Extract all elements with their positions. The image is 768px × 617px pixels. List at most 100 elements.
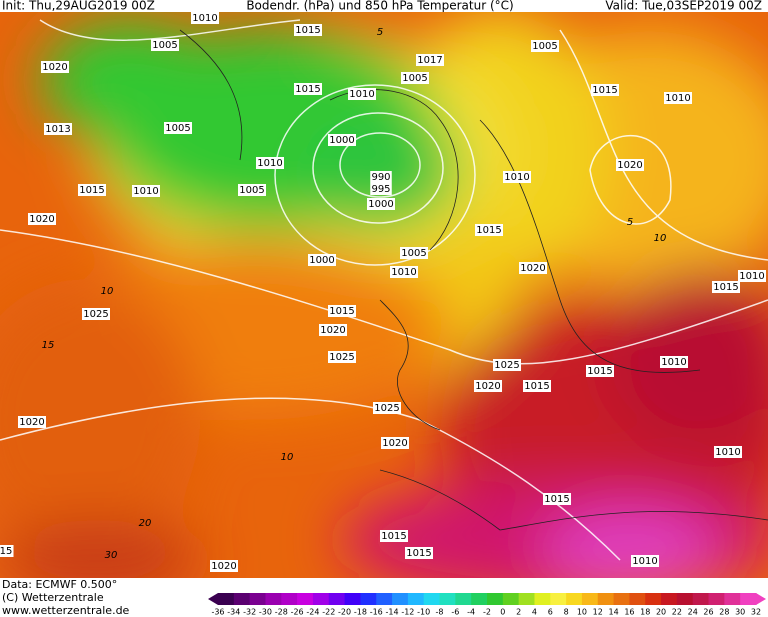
init-time: Init: Thu,29AUG2019 00Z bbox=[2, 0, 155, 13]
isobar-label-box bbox=[660, 356, 688, 368]
isobar-label: 1015 bbox=[587, 366, 612, 377]
isobar-label: 1015 bbox=[295, 84, 320, 95]
colorbar-tick-label: 26 bbox=[703, 608, 713, 617]
isobar-label-box bbox=[328, 305, 356, 317]
colorbar-tick-label: 20 bbox=[656, 608, 666, 617]
isobar-label-box bbox=[82, 308, 110, 320]
isobar-label-box bbox=[370, 171, 392, 183]
colorbar-bin bbox=[407, 593, 425, 605]
isobar-label: 1010 bbox=[715, 447, 740, 458]
colorbar-tick-label: -24 bbox=[306, 608, 319, 617]
isobar-label-box bbox=[714, 446, 742, 458]
colorbar-tick-label: -10 bbox=[417, 608, 430, 617]
isobar-label: 1015 bbox=[544, 494, 569, 505]
colorbar-tick-label: 4 bbox=[532, 608, 537, 617]
isobar-label-box bbox=[712, 281, 740, 293]
isobar-label-box bbox=[0, 545, 14, 557]
colorbar-tick-label: -6 bbox=[451, 608, 459, 617]
isobar-label-box bbox=[474, 380, 502, 392]
isobar-label-box bbox=[493, 359, 521, 371]
colorbar-bin bbox=[455, 593, 472, 605]
colorbar-tick-label: -20 bbox=[338, 608, 351, 617]
isobar-label: 1010 bbox=[133, 186, 158, 197]
isobar-label: 1020 bbox=[29, 214, 54, 225]
isobar-label: 1015 bbox=[524, 381, 549, 392]
isobar-label: 1010 bbox=[661, 357, 686, 368]
colorbar-bin bbox=[534, 593, 551, 605]
colorbar-tick-label: -26 bbox=[291, 608, 304, 617]
isotherm-label: 5 bbox=[627, 217, 633, 228]
isobar-label-box bbox=[475, 224, 503, 236]
isobar-label-box bbox=[308, 254, 336, 266]
colorbar-bin bbox=[487, 593, 504, 605]
colorbar-tick-label: -2 bbox=[483, 608, 491, 617]
colorbar-tick-label: -30 bbox=[259, 608, 272, 617]
colorbar-tick-label: 22 bbox=[672, 608, 682, 617]
colorbar-tick-label: 2 bbox=[516, 608, 521, 617]
isobar-label-box bbox=[191, 12, 219, 24]
colorbar-bin bbox=[550, 593, 567, 605]
isobar-label: 995 bbox=[371, 184, 390, 195]
colorbar-tick-label: 24 bbox=[688, 608, 698, 617]
colorbar-tick-label: -8 bbox=[436, 608, 444, 617]
isobar-label: 1005 bbox=[401, 248, 426, 259]
isobar-label-box bbox=[523, 380, 551, 392]
isobar-label: 1013 bbox=[45, 124, 70, 135]
colorbar-bin bbox=[218, 593, 235, 605]
colorbar-tick-label: 8 bbox=[564, 608, 569, 617]
colorbar-bin bbox=[645, 593, 662, 605]
isobar-label: 15 bbox=[0, 546, 12, 557]
isobar-label: 1020 bbox=[475, 381, 500, 392]
isobar-label-box bbox=[664, 92, 692, 104]
colorbar: -36 -34 -32 -30 -28 -26 -24 -22 -20 -18 -16 -14 -12-… bbox=[208, 593, 766, 617]
website: www.wetterzentrale.de bbox=[2, 604, 130, 617]
isotherm-label: 10 bbox=[654, 233, 667, 244]
isobar-label-box bbox=[256, 157, 284, 169]
isobar-label-box bbox=[348, 88, 376, 100]
colorbar-bin bbox=[297, 593, 314, 605]
map-title: Bodendr. (hPa) und 850 hPa Temperatur (°… bbox=[246, 0, 513, 13]
colorbar-tick-label: 30 bbox=[735, 608, 745, 617]
isobar-label-box bbox=[28, 213, 56, 225]
isobar-label: 1000 bbox=[368, 199, 393, 210]
isobar-label-box bbox=[543, 493, 571, 505]
isotherm-label: 15 bbox=[42, 340, 55, 351]
isotherm-label: 30 bbox=[105, 550, 118, 561]
isobar-label-box bbox=[738, 270, 766, 282]
isobar-label-box bbox=[294, 83, 322, 95]
isobar-label: 1010 bbox=[504, 172, 529, 183]
colorbar-bin bbox=[692, 593, 710, 605]
isobar-label-box bbox=[78, 184, 106, 196]
isobar-label: 1020 bbox=[617, 160, 642, 171]
colorbar-tick-label: -16 bbox=[370, 608, 383, 617]
colorbar-tick-label: 18 bbox=[640, 608, 650, 617]
colorbar-bin bbox=[265, 593, 282, 605]
isobar-label: 1020 bbox=[42, 62, 67, 73]
colorbar-bin bbox=[423, 593, 441, 605]
isobar-label-box bbox=[591, 84, 619, 96]
colorbar-bin bbox=[392, 593, 409, 605]
colorbar-tick-label: -28 bbox=[275, 608, 288, 617]
colorbar-right-arrow bbox=[756, 593, 766, 605]
isobar-label: 1000 bbox=[309, 255, 334, 266]
colorbar-tick-label: -32 bbox=[243, 608, 256, 617]
colorbar-tick-label: 12 bbox=[593, 608, 603, 617]
colorbar-bin bbox=[708, 593, 725, 605]
isobar-label-box bbox=[238, 184, 266, 196]
isobar-label-box bbox=[294, 24, 322, 36]
colorbar-bin bbox=[471, 593, 488, 605]
colorbar-bin bbox=[328, 593, 346, 605]
isotherm-label: 20 bbox=[139, 518, 152, 529]
colorbar-bin bbox=[344, 593, 361, 605]
isobar-label-box bbox=[370, 183, 392, 195]
isobar-label: 1010 bbox=[391, 267, 416, 278]
isobar-label-box bbox=[416, 54, 444, 66]
colorbar-bin bbox=[661, 593, 678, 605]
colorbar-tick-label: -34 bbox=[227, 608, 240, 617]
isobar-label: 1025 bbox=[329, 352, 354, 363]
isobar-label-box bbox=[44, 123, 72, 135]
isobar-label-box bbox=[390, 266, 418, 278]
colorbar-bin bbox=[581, 593, 599, 605]
colorbar-bin bbox=[439, 593, 456, 605]
